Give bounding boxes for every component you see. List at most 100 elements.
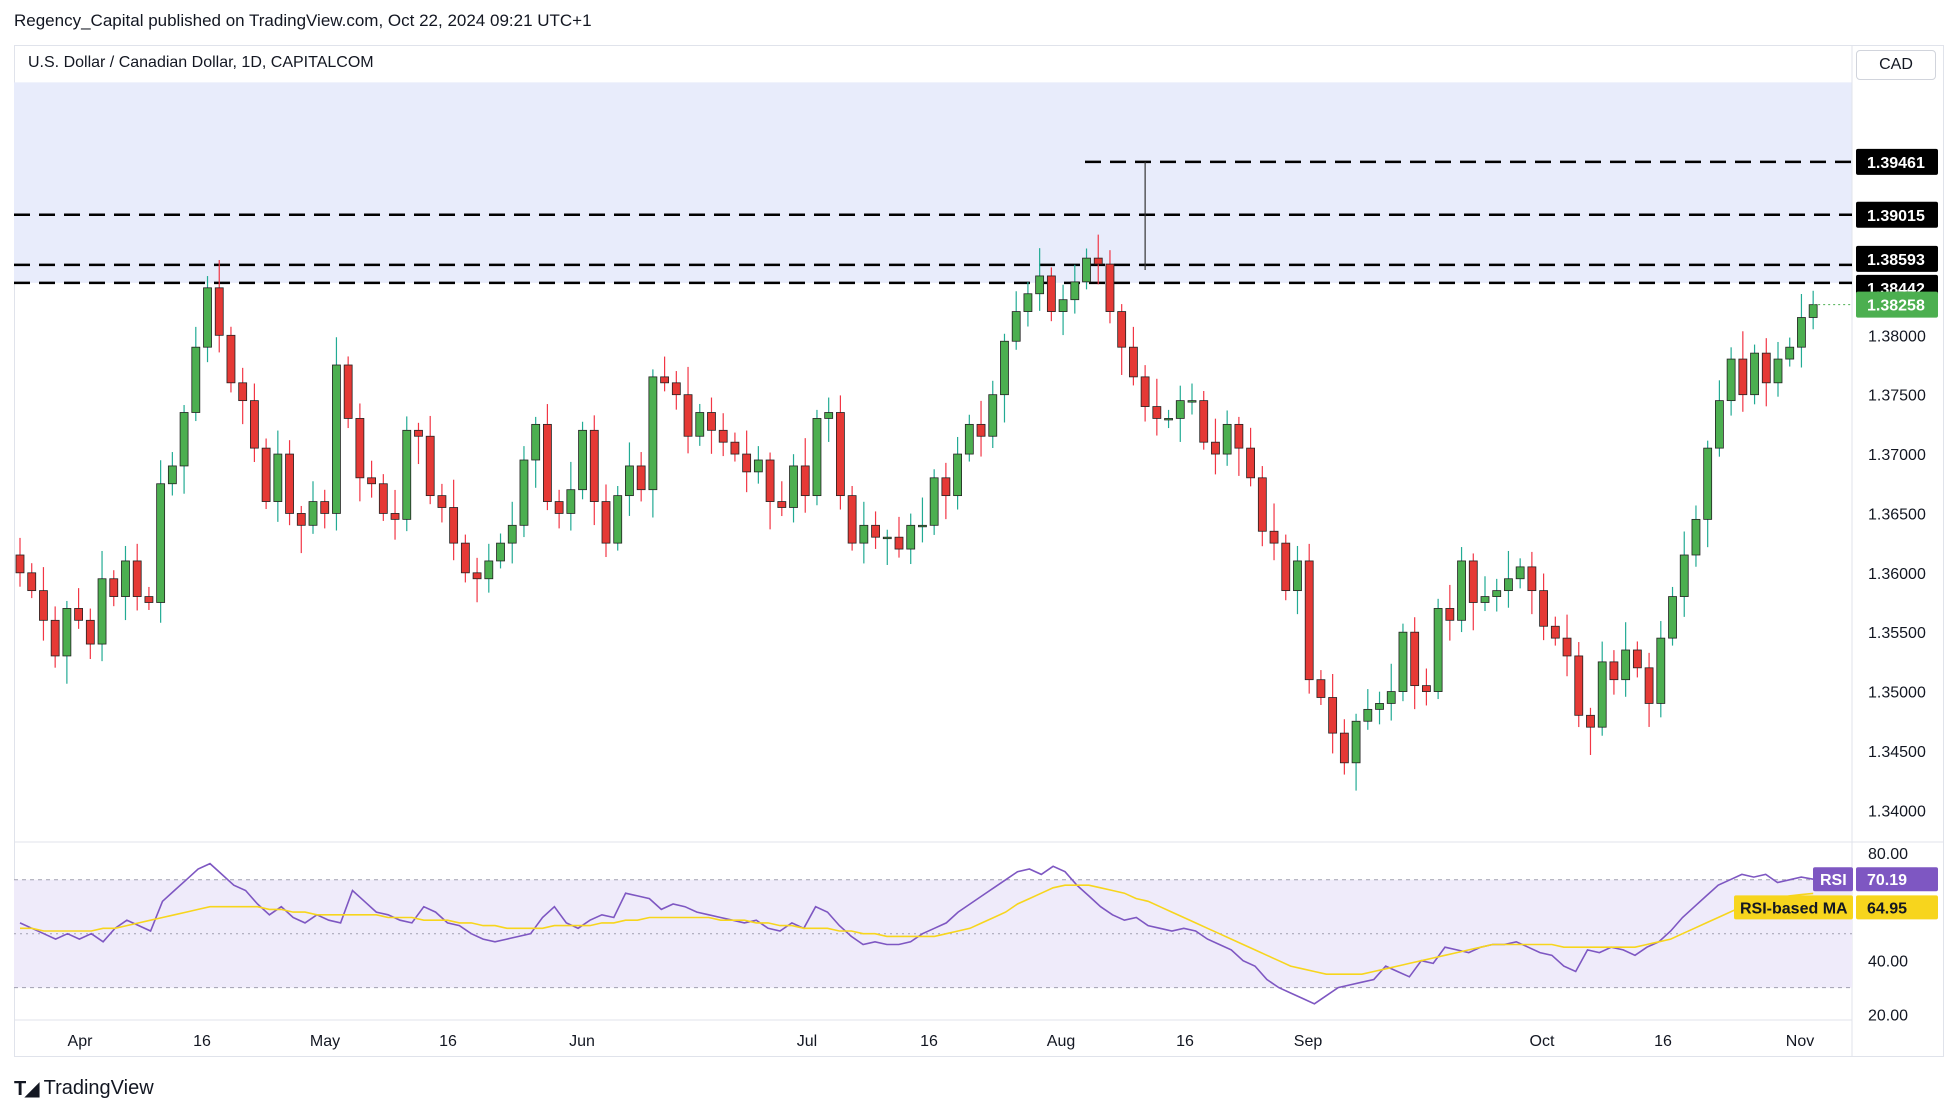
candle-down: [1738, 358, 1748, 396]
candle-down: [144, 596, 154, 603]
candle-up: [1785, 346, 1795, 360]
rsi-ma-value-label: 64.95: [1867, 900, 1907, 917]
time-tick-label: Apr: [68, 1033, 94, 1050]
candle-up: [1386, 691, 1396, 704]
candle-up: [273, 453, 283, 502]
candle-up: [1656, 637, 1666, 704]
candle-up: [789, 465, 798, 508]
candle-up: [1492, 590, 1502, 597]
time-tick-label: 16: [439, 1033, 457, 1050]
candle-up: [531, 423, 541, 461]
price-tick-label: 1.35500: [1868, 625, 1926, 642]
candle-down: [941, 477, 951, 497]
candle-down: [1562, 637, 1572, 657]
candle-up: [1058, 299, 1068, 312]
candle-down: [1550, 625, 1560, 639]
candle-up: [625, 465, 634, 497]
candle-down: [449, 507, 459, 544]
chart-frame: [14, 45, 1944, 1057]
candle-down: [1445, 608, 1455, 621]
rsi-value-box: [1856, 867, 1938, 892]
candle-up: [1515, 566, 1525, 580]
candle-down: [707, 412, 716, 431]
candle-down: [378, 483, 388, 514]
candle-up: [1000, 340, 1009, 396]
candle-down: [1199, 400, 1209, 443]
candle-down: [1609, 661, 1619, 681]
candle-up: [1691, 518, 1701, 556]
price-tick-label: 1.36500: [1868, 506, 1926, 523]
candle-down: [109, 578, 119, 597]
candle-up: [1011, 311, 1021, 342]
resistance-zone: [14, 82, 1852, 283]
level-label: 1.39461: [1867, 155, 1925, 172]
candle-down: [1211, 441, 1220, 455]
candle-up: [1504, 578, 1513, 592]
candle-down: [1574, 655, 1584, 716]
candle-up: [1082, 257, 1091, 283]
candle-up: [918, 524, 927, 528]
time-tick-label: Jul: [797, 1033, 817, 1050]
level-label: 1.38593: [1867, 252, 1925, 269]
candle-up: [1480, 596, 1490, 603]
candle-down: [1632, 649, 1642, 669]
tradingview-logo-icon: T◢: [14, 1078, 40, 1100]
candle-up: [1351, 720, 1361, 764]
candle-down: [74, 608, 83, 621]
time-tick-label: Aug: [1047, 1033, 1075, 1050]
candle-down: [543, 423, 552, 502]
candle-up: [167, 465, 177, 485]
candle-up: [1164, 418, 1173, 421]
candle-down: [437, 495, 447, 508]
level-label-box: [1856, 148, 1938, 175]
candle-up: [1797, 317, 1806, 348]
candle-up: [882, 536, 892, 540]
candle-up: [1715, 400, 1724, 449]
rsi-name-label: RSI: [1820, 872, 1847, 889]
candle-down: [1246, 447, 1255, 479]
candle-down: [249, 400, 259, 449]
candle-down: [1304, 560, 1314, 681]
candle-up: [1035, 275, 1045, 295]
candle-up: [753, 459, 763, 473]
candle-up: [308, 501, 318, 526]
rsi-ma-name-box: [1734, 895, 1853, 920]
candle-down: [85, 619, 95, 645]
last-price-label: 1.38258: [1867, 298, 1925, 315]
rsi-line: [19, 862, 1814, 1005]
candle-down: [1761, 352, 1771, 384]
candle-down: [132, 560, 142, 597]
candle-down: [1468, 560, 1478, 603]
price-tick-label: 1.37500: [1868, 388, 1926, 405]
candle-up: [812, 418, 822, 497]
candle-up: [1668, 596, 1677, 639]
candle-down: [836, 412, 845, 497]
brand[interactable]: T◢ TradingView: [14, 1076, 154, 1101]
price-tick-label: 1.38000: [1868, 328, 1926, 345]
candle-down: [390, 513, 400, 520]
candle-down: [871, 524, 880, 538]
candle-down: [894, 536, 904, 550]
candle-down: [718, 429, 728, 443]
candle-down: [976, 423, 986, 437]
candle-down: [730, 441, 740, 455]
candle-down: [1422, 685, 1431, 692]
candle-down: [1410, 631, 1420, 687]
candle-down: [460, 542, 470, 574]
candle-down: [800, 465, 810, 497]
time-tick-label: 16: [193, 1033, 211, 1050]
rsi-value-label: 70.19: [1867, 872, 1907, 889]
level-label-box: [1856, 245, 1938, 272]
candle-up: [648, 376, 658, 491]
time-tick-label: Oct: [1530, 1033, 1555, 1050]
time-tick-label: 16: [920, 1033, 938, 1050]
currency-button[interactable]: CAD: [1856, 50, 1936, 80]
candle-down: [261, 447, 271, 502]
candle-down: [765, 459, 775, 502]
candle-up: [1750, 352, 1759, 396]
candle-down: [1586, 714, 1595, 728]
candle-down: [1281, 542, 1291, 592]
candle-down: [414, 429, 423, 437]
price-tick-label: 1.34500: [1868, 744, 1926, 761]
